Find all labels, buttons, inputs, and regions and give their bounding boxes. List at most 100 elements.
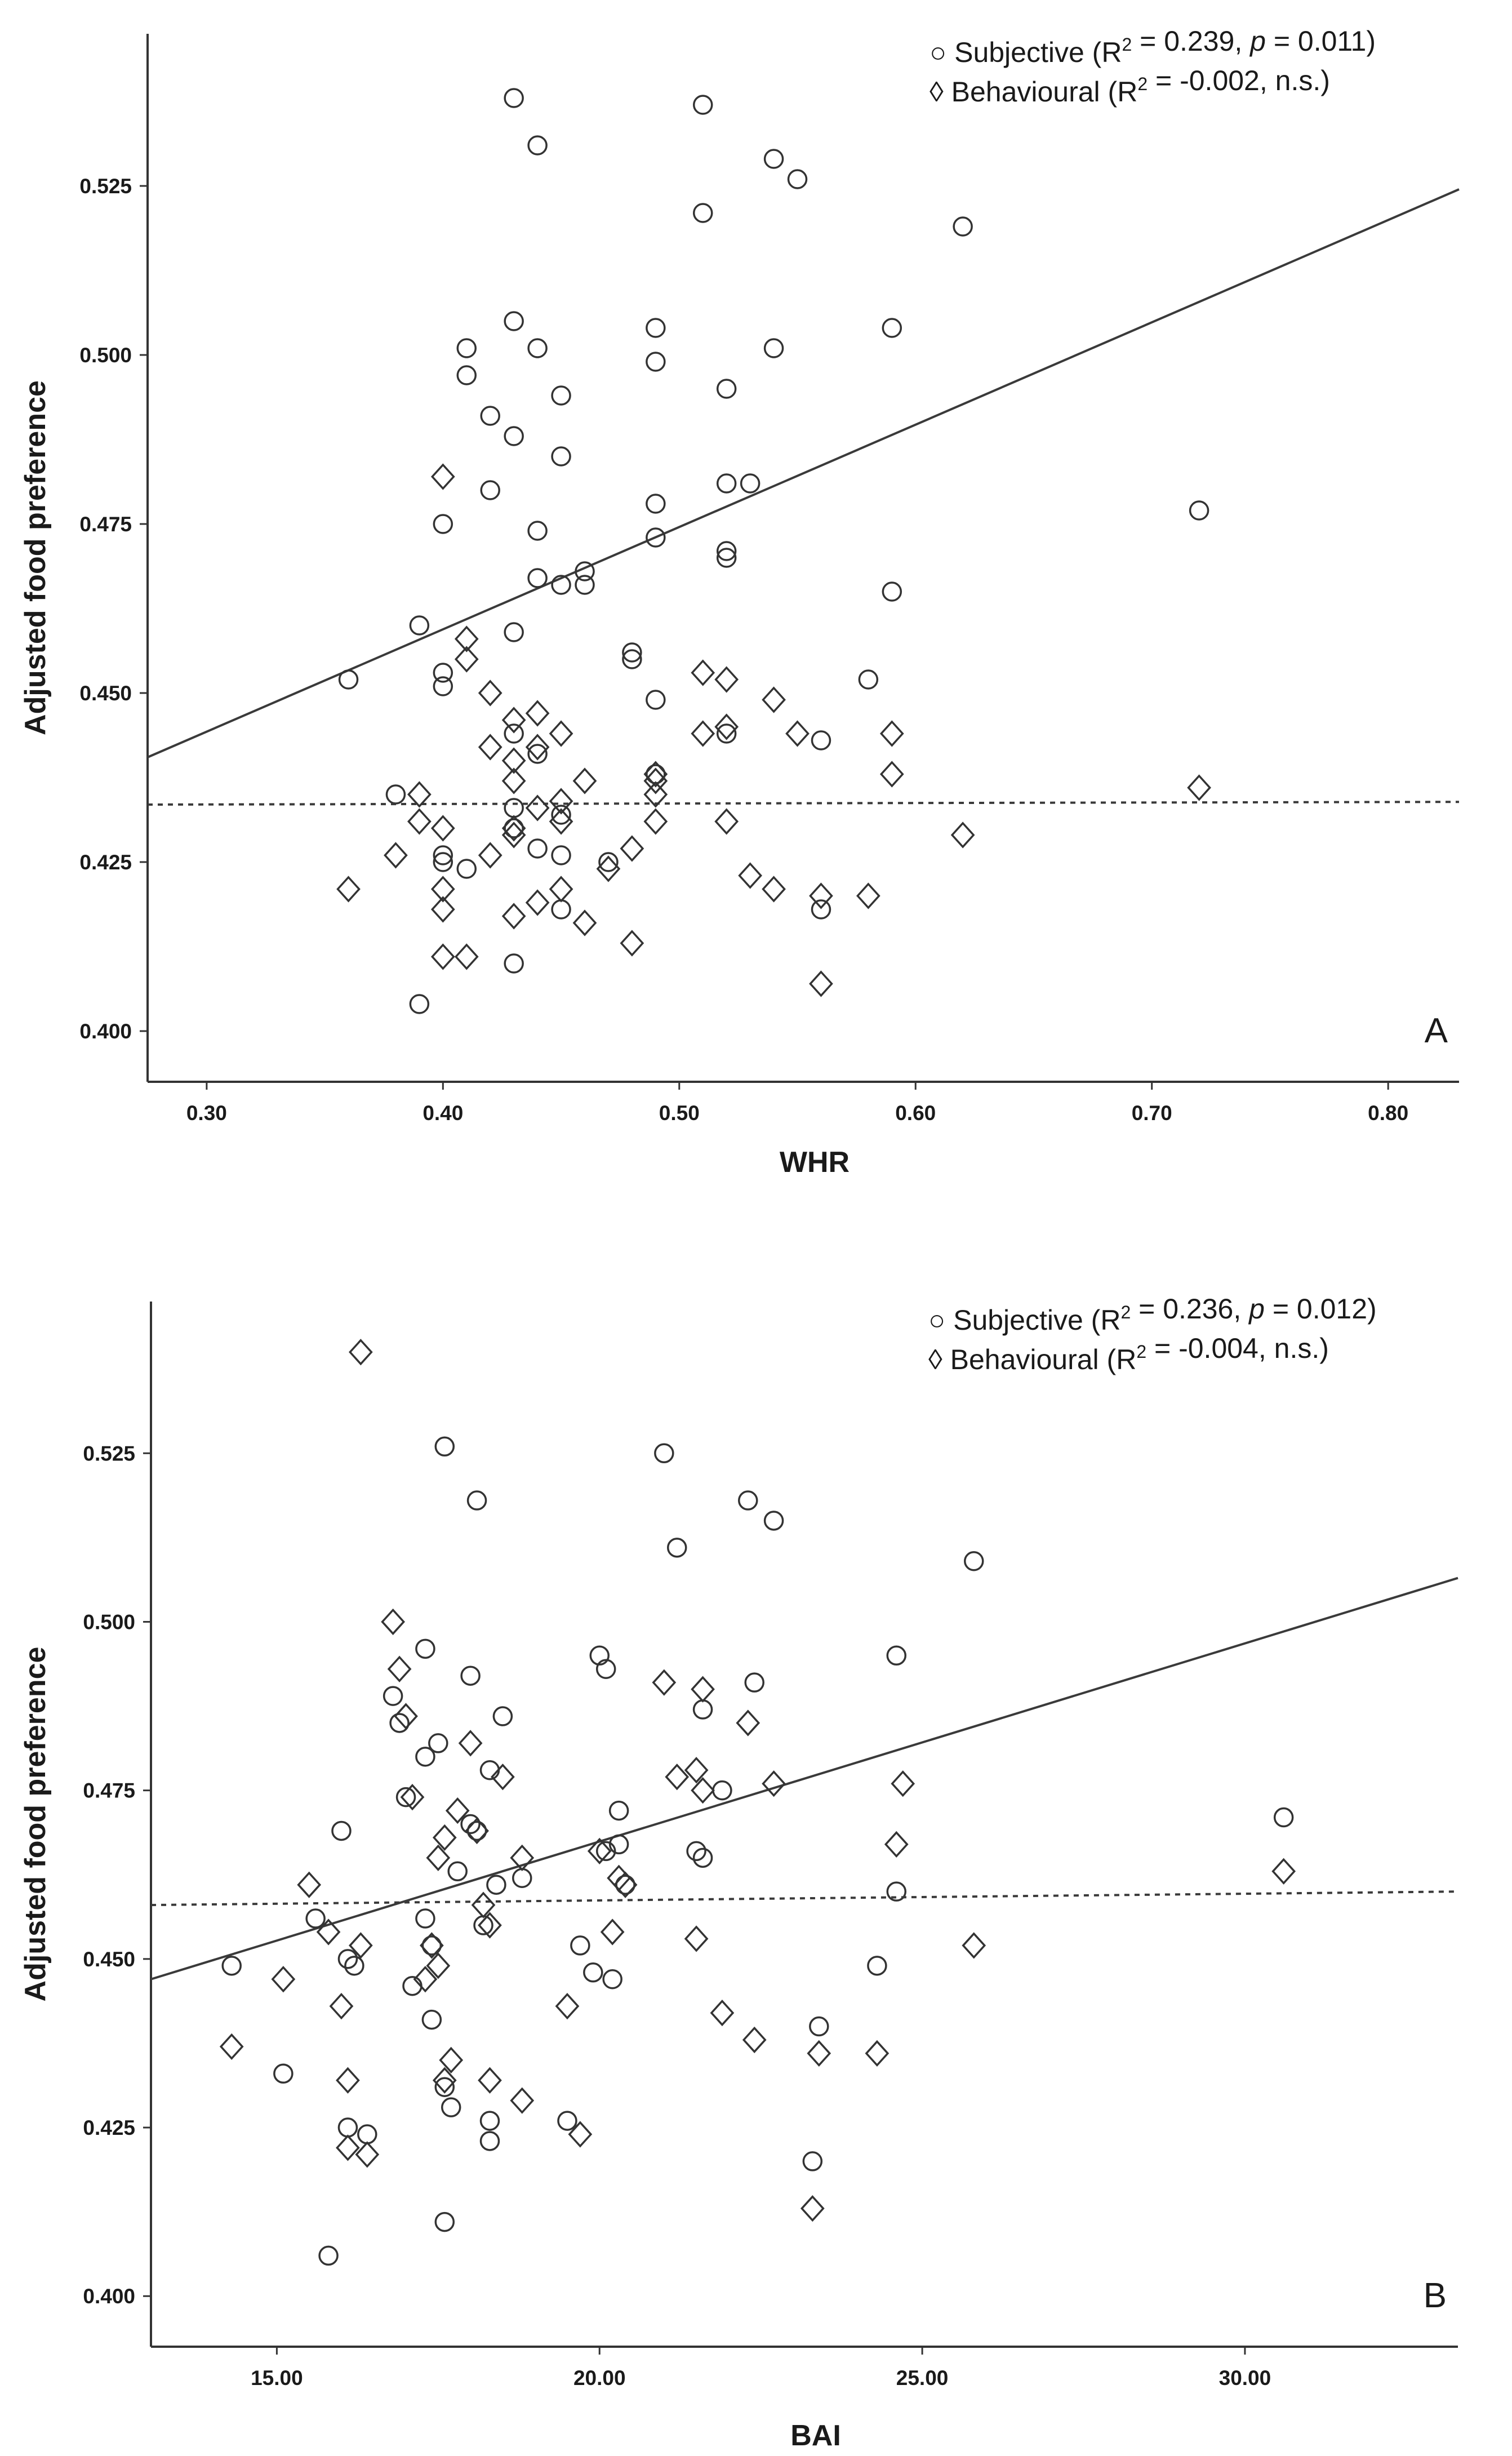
subjective-fit-line bbox=[150, 1576, 1458, 1980]
subjective-point bbox=[338, 669, 359, 690]
subjective-point bbox=[595, 1659, 616, 1679]
behavioural-point bbox=[652, 1669, 677, 1696]
behavioural-point bbox=[478, 734, 502, 761]
behavioural-point bbox=[387, 1655, 412, 1682]
behavioural-point bbox=[643, 761, 668, 788]
behavioural-point bbox=[691, 720, 715, 747]
subjective-point bbox=[331, 1820, 352, 1841]
behavioural-point bbox=[336, 876, 361, 903]
behavioural-point bbox=[407, 808, 432, 835]
behavioural-point bbox=[643, 767, 668, 794]
behavioural-point bbox=[316, 1918, 341, 1946]
subjective-point bbox=[551, 845, 571, 865]
behavioural-point bbox=[643, 781, 668, 808]
behavioural-point bbox=[336, 2067, 360, 2094]
subjective-point bbox=[479, 2131, 500, 2151]
subjective-point bbox=[646, 690, 666, 710]
legend-text-part: ○ Subjective (R bbox=[930, 37, 1122, 68]
panel-tag: A bbox=[1425, 1011, 1448, 1050]
subjective-point bbox=[473, 1915, 493, 1935]
subjective-point bbox=[344, 1956, 364, 1976]
subjective-point bbox=[686, 1841, 706, 1862]
x-tick-label: 0.60 bbox=[895, 1102, 936, 1125]
subjective-point bbox=[504, 723, 524, 744]
behavioural-point bbox=[430, 463, 455, 490]
behavioural-point bbox=[478, 679, 502, 707]
behavioural-point bbox=[549, 808, 573, 835]
behavioural-point bbox=[800, 2195, 825, 2222]
subjective-point bbox=[763, 149, 784, 169]
x-tick-label: 30.00 bbox=[1219, 2366, 1271, 2390]
behavioural-point bbox=[439, 2046, 464, 2073]
behavioural-point bbox=[407, 781, 432, 808]
legend-text-part: ◊ Behavioural (R bbox=[928, 1344, 1136, 1375]
x-tick-label: 15.00 bbox=[251, 2366, 303, 2390]
subjective-point bbox=[466, 1490, 487, 1511]
behavioural-point bbox=[596, 855, 621, 882]
subjective-point bbox=[433, 852, 453, 872]
subjective-point bbox=[527, 838, 548, 859]
subjective-point bbox=[654, 1443, 674, 1464]
subjective-point bbox=[692, 1847, 713, 1868]
subjective-point bbox=[692, 1699, 713, 1720]
behavioural-point bbox=[856, 882, 880, 909]
behavioural-point bbox=[950, 821, 975, 849]
behavioural-point bbox=[336, 2134, 360, 2161]
subjective-point bbox=[953, 216, 973, 237]
subjective-point bbox=[744, 1672, 764, 1693]
subjective-point bbox=[595, 1841, 616, 1862]
subjective-point bbox=[447, 1861, 468, 1882]
behavioural-point bbox=[432, 2067, 457, 2094]
behavioural-point bbox=[691, 1676, 715, 1703]
behavioural-point bbox=[665, 1764, 690, 1791]
behavioural-point bbox=[465, 1817, 489, 1845]
subjective-point bbox=[273, 2063, 293, 2084]
subjective-point bbox=[802, 2151, 823, 2171]
subjective-point bbox=[504, 88, 524, 108]
subjective-point bbox=[858, 669, 879, 690]
subjective-point bbox=[337, 2117, 358, 2138]
subjective-point bbox=[527, 135, 548, 156]
subjective-point bbox=[1189, 500, 1209, 521]
y-tick-label: 0.475 bbox=[83, 1779, 135, 1802]
behavioural-point bbox=[891, 1770, 915, 1797]
behavioural-point bbox=[420, 1932, 444, 1959]
subjective-point bbox=[608, 1800, 629, 1821]
subjective-point bbox=[395, 1787, 416, 1807]
behavioural-point bbox=[501, 821, 526, 849]
subjective-point bbox=[504, 798, 524, 818]
subjective-point bbox=[527, 744, 548, 764]
x-axis-title: BAI bbox=[790, 2419, 841, 2452]
subjective-point bbox=[415, 1747, 435, 1767]
behavioural-point bbox=[329, 1993, 354, 2020]
behavioural-point bbox=[454, 625, 479, 652]
behavioural-point bbox=[501, 747, 526, 774]
subjective-point bbox=[383, 1686, 403, 1706]
x-tick-label: 0.30 bbox=[186, 1102, 227, 1125]
behavioural-point bbox=[432, 1824, 457, 1851]
behavioural-point bbox=[1271, 1858, 1296, 1885]
behavioural-point bbox=[613, 1871, 638, 1898]
subjective-point bbox=[357, 2124, 377, 2144]
behavioural-point bbox=[348, 1932, 373, 1959]
behavioural-point bbox=[478, 1912, 502, 1939]
behavioural-point bbox=[620, 930, 644, 957]
subjective-point bbox=[221, 1956, 242, 1976]
behavioural-point bbox=[525, 734, 550, 761]
panel-b: 0.400 0.425 0.450 0.475 0.500 0.525 15.00 20.00… bbox=[19, 1293, 1458, 2452]
legend-entry: ○ Subjective (R2 = 0.239, p = 0.011) bbox=[930, 25, 1376, 68]
subjective-point bbox=[575, 575, 595, 595]
behavioural-point bbox=[454, 646, 479, 673]
x-axis-title: WHR bbox=[780, 1146, 850, 1179]
behavioural-point bbox=[572, 909, 597, 936]
subjective-point bbox=[763, 338, 784, 358]
behavioural-point bbox=[691, 1777, 715, 1804]
legend-entry: ◊ Behavioural (R2 = -0.002, n.s.) bbox=[930, 65, 1330, 108]
legend-superscript: 2 bbox=[1120, 1302, 1131, 1322]
y-tick-label: 0.425 bbox=[79, 851, 132, 874]
behavioural-point bbox=[430, 815, 455, 842]
behavioural-point bbox=[572, 767, 597, 794]
legend-text-part: = 0.011) bbox=[1266, 25, 1376, 57]
behavioural-point bbox=[430, 943, 455, 970]
behavioural-point bbox=[445, 1797, 470, 1824]
